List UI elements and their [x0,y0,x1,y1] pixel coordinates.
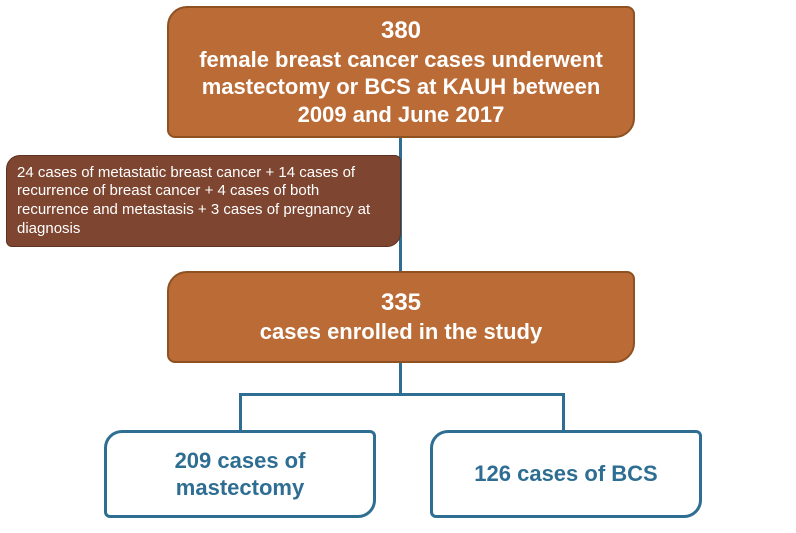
connector-to-left [239,393,242,430]
node-mastectomy: 209 cases of mastectomy [104,430,376,518]
node-text: 24 cases of metastatic breast cancer + 1… [17,164,390,239]
node-text: female breast cancer cases underwent mas… [181,46,621,129]
connector-split-h [239,393,565,396]
connector-middle-down [399,363,402,395]
node-text: 126 cases of BCS [474,460,657,488]
node-initial-cohort: 380 female breast cancer cases underwent… [167,6,635,138]
flowchart-canvas: 380 female breast cancer cases underwent… [0,0,796,533]
node-number: 335 [381,288,421,318]
node-exclusion: 24 cases of metastatic breast cancer + 1… [6,155,401,247]
node-number: 209 cases of [175,447,306,475]
node-text: cases enrolled in the study [260,318,542,346]
node-enrolled: 335 cases enrolled in the study [167,271,635,363]
node-bcs: 126 cases of BCS [430,430,702,518]
connector-to-right [562,393,565,430]
node-text: mastectomy [176,474,304,502]
node-number: 380 [381,16,421,46]
